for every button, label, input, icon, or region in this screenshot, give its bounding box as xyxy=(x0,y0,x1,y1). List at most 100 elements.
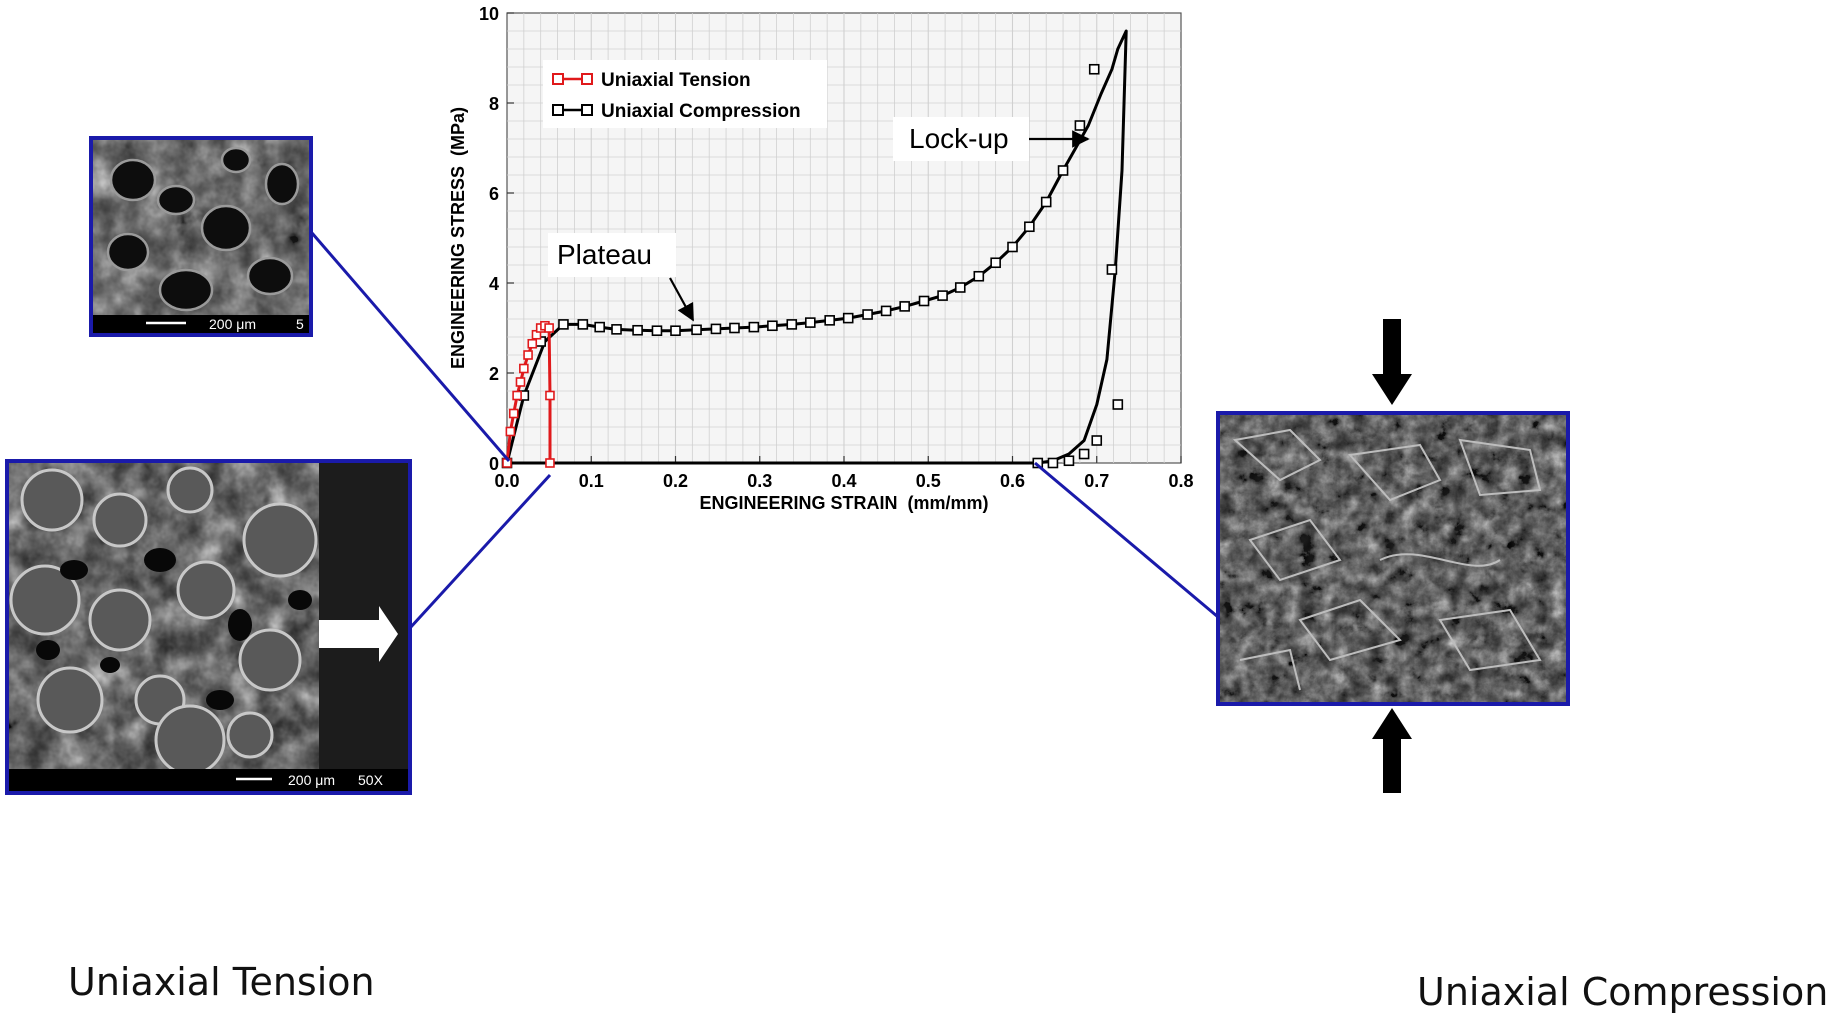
connector-line-compression xyxy=(1034,461,1219,619)
x-tick-label: 0.2 xyxy=(663,471,688,491)
micrograph-1-scale-label: 200 μm xyxy=(209,316,256,332)
series-marker-compression xyxy=(1074,120,1086,131)
series-marker-compression xyxy=(918,295,930,307)
series-marker-compression xyxy=(1078,448,1090,460)
micrograph-1-scalebar-strip xyxy=(93,315,309,333)
series-marker-compression xyxy=(1106,264,1118,275)
annotation-plateau: Plateau xyxy=(548,233,694,322)
y-tick-label: 2 xyxy=(489,364,499,384)
x-axis-title: ENGINEERING STRAIN (mm/mm) xyxy=(699,493,988,513)
x-tick-label: 0.4 xyxy=(831,471,856,491)
caption-uniaxial-compression: Uniaxial Compression xyxy=(1417,970,1829,1014)
series-marker-compression xyxy=(804,317,816,328)
tension-direction-arrow xyxy=(319,606,398,662)
series-marker-compression xyxy=(1040,196,1052,208)
series-marker-compression xyxy=(1057,165,1069,176)
series-marker-compression xyxy=(1063,455,1075,467)
series-marker-compression xyxy=(973,270,985,282)
series-marker-tension xyxy=(505,426,516,437)
caption-uniaxial-tension: Uniaxial Tension xyxy=(68,960,375,1004)
series-marker-compression xyxy=(990,257,1001,269)
connector-lines xyxy=(310,232,1219,630)
marker-layer xyxy=(501,63,1124,469)
series-marker-compression xyxy=(767,320,778,332)
series-marker-compression xyxy=(899,301,910,312)
series-marker-tension xyxy=(545,390,555,401)
series-marker-tension xyxy=(515,377,526,387)
series-marker-compression xyxy=(842,312,854,324)
series-marker-compression xyxy=(1088,63,1100,75)
legend-marker-compression-end xyxy=(581,104,593,116)
series-marker-compression xyxy=(691,324,702,336)
series-marker-tension xyxy=(527,338,538,349)
series-marker-tension xyxy=(523,350,533,360)
micrograph-1-pores xyxy=(106,146,300,312)
annotation-lockup-label: Lock-up xyxy=(909,123,1009,154)
legend-marker-tension xyxy=(552,73,564,85)
x-tick-label: 0.5 xyxy=(916,471,941,491)
micrograph-2-cells xyxy=(9,466,318,776)
micrograph-2-magnification: 50X xyxy=(358,772,384,788)
series-marker-compression xyxy=(611,324,622,335)
series-marker-compression xyxy=(1024,221,1035,233)
series-marker-compression xyxy=(670,325,681,337)
x-tick-label: 0.6 xyxy=(1000,471,1025,491)
x-tick-label: 0.3 xyxy=(747,471,772,491)
micrograph-1-magnification: 5 xyxy=(296,316,304,332)
series-marker-compression xyxy=(651,325,663,337)
micrograph-2-pores xyxy=(36,548,312,710)
series-marker-compression xyxy=(748,321,760,333)
legend-label-compression: Uniaxial Compression xyxy=(601,101,801,122)
y-tick-label: 4 xyxy=(489,274,499,294)
series-marker-compression xyxy=(880,305,892,317)
compression-arrow-top xyxy=(1372,319,1412,405)
sem-micrograph-compression xyxy=(1216,319,1570,793)
legend-marker-tension-end xyxy=(581,73,593,85)
series-marker-compression xyxy=(594,321,605,333)
y-tick-label: 8 xyxy=(489,94,499,114)
series-marker-compression xyxy=(577,319,589,330)
sem-micrograph-tension-large: 200 μm 50X xyxy=(5,459,412,795)
series-marker-compression xyxy=(937,290,948,301)
legend-entry-tension: Uniaxial Tension xyxy=(552,70,751,91)
series-marker-compression xyxy=(1032,457,1044,469)
connector-line-tension-top xyxy=(310,232,511,462)
series-marker-tension xyxy=(519,363,529,374)
x-tick-label: 0.0 xyxy=(494,471,519,491)
series-marker-compression xyxy=(710,323,722,335)
series-marker-compression xyxy=(862,309,873,320)
x-tick-label: 0.8 xyxy=(1168,471,1193,491)
micrograph-2-scale-label: 200 μm xyxy=(288,772,335,788)
connector-line-tension-bottom xyxy=(408,473,552,630)
micrograph-2-dark-region xyxy=(319,463,408,769)
annotation-lockup: Lock-up xyxy=(893,117,1090,161)
annotation-plateau-label: Plateau xyxy=(557,239,652,270)
annotation-lockup-background xyxy=(893,117,1029,161)
series-marker-compression xyxy=(1047,457,1059,469)
axis-ticks: 0.0 0.1 0.2 0.3 0.4 0.5 0.6 0.7 0.8 0 2 4 6 8 10 xyxy=(479,4,1194,491)
series-marker-tension xyxy=(544,323,554,333)
micrograph-2-scalebar-strip xyxy=(9,769,408,791)
micrograph-3-crushed-fragments xyxy=(1232,428,1542,691)
series-marker-compression xyxy=(954,282,966,293)
stress-strain-plot: 0.0 0.1 0.2 0.3 0.4 0.5 0.6 0.7 0.8 0 2 4 6 8 10 Uniax… xyxy=(448,4,1194,513)
x-tick-label: 0.7 xyxy=(1084,471,1109,491)
series-marker-tension xyxy=(512,390,522,401)
legend: Uniaxial Tension Uniaxial Compression xyxy=(543,60,827,128)
micrograph-3-texture xyxy=(1220,415,1566,702)
y-tick-label: 0 xyxy=(489,454,499,474)
x-tick-label: 0.1 xyxy=(579,471,604,491)
series-marker-compression xyxy=(558,319,569,330)
y-tick-label: 10 xyxy=(479,4,499,24)
annotation-plateau-arrow xyxy=(669,277,694,322)
sem-micrograph-tension-small: 200 μm 5 xyxy=(89,136,313,337)
y-tick-label: 6 xyxy=(489,184,499,204)
annotation-plateau-background xyxy=(548,233,676,277)
series-marker-compression xyxy=(632,324,643,336)
legend-background xyxy=(543,60,827,128)
series-marker-compression xyxy=(1007,241,1018,253)
y-axis-title: ENGINEERING STRESS (MPa) xyxy=(448,107,468,369)
legend-label-tension: Uniaxial Tension xyxy=(601,70,751,91)
series-line-compression xyxy=(505,29,1128,465)
